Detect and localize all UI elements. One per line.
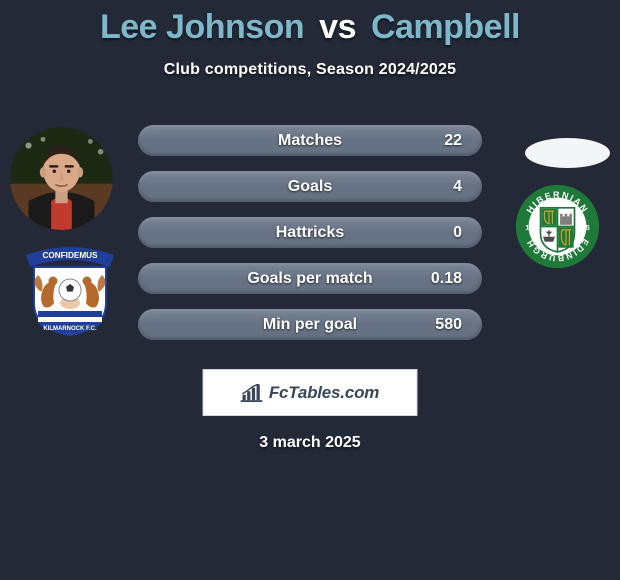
comparison-panel: CONFIDEMUS KILMARNOCK F.C. bbox=[0, 117, 620, 367]
svg-text:CONFIDEMUS: CONFIDEMUS bbox=[42, 251, 98, 260]
stat-value: 0 bbox=[453, 224, 462, 242]
stat-bar: Goals per match0.18 bbox=[138, 263, 482, 294]
club-crest-icon: CONFIDEMUS KILMARNOCK F.C. bbox=[20, 237, 120, 337]
person-icon bbox=[10, 127, 113, 230]
stat-value: 0.18 bbox=[431, 270, 462, 288]
player2-club-badge: HIBERNIAN EDINBURGH 18 75 bbox=[515, 184, 600, 269]
stat-bar: Hattricks0 bbox=[138, 217, 482, 248]
svg-text:75: 75 bbox=[581, 223, 590, 232]
subtitle: Club competitions, Season 2024/2025 bbox=[0, 61, 620, 79]
title-player2: Campbell bbox=[371, 8, 520, 46]
stat-label: Matches bbox=[138, 132, 482, 150]
page-title: Lee Johnson vs Campbell bbox=[0, 0, 620, 47]
player1-club-badge: CONFIDEMUS KILMARNOCK F.C. bbox=[20, 237, 120, 337]
svg-text:18: 18 bbox=[525, 223, 534, 232]
chart-icon bbox=[241, 384, 263, 402]
stat-bar: Goals4 bbox=[138, 171, 482, 202]
svg-text:KILMARNOCK F.C.: KILMARNOCK F.C. bbox=[43, 326, 97, 332]
player1-avatar bbox=[10, 127, 113, 230]
stat-bars: Matches22 Goals4 Hattricks0 Goals per match… bbox=[138, 125, 482, 355]
title-vs: vs bbox=[319, 8, 356, 46]
stat-label: Hattricks bbox=[138, 224, 482, 242]
brand-box: FcTables.com bbox=[203, 369, 418, 416]
brand-text: FcTables.com bbox=[269, 383, 379, 403]
stat-label: Min per goal bbox=[138, 316, 482, 334]
date-label: 3 march 2025 bbox=[0, 434, 620, 452]
stat-value: 22 bbox=[444, 132, 462, 150]
stat-bar: Min per goal580 bbox=[138, 309, 482, 340]
club-crest-icon: HIBERNIAN EDINBURGH 18 75 bbox=[515, 184, 600, 269]
player2-avatar bbox=[525, 138, 610, 168]
stat-value: 4 bbox=[453, 178, 462, 196]
stat-bar: Matches22 bbox=[138, 125, 482, 156]
title-player1: Lee Johnson bbox=[100, 8, 304, 46]
stat-value: 580 bbox=[435, 316, 462, 334]
stat-label: Goals bbox=[138, 178, 482, 196]
